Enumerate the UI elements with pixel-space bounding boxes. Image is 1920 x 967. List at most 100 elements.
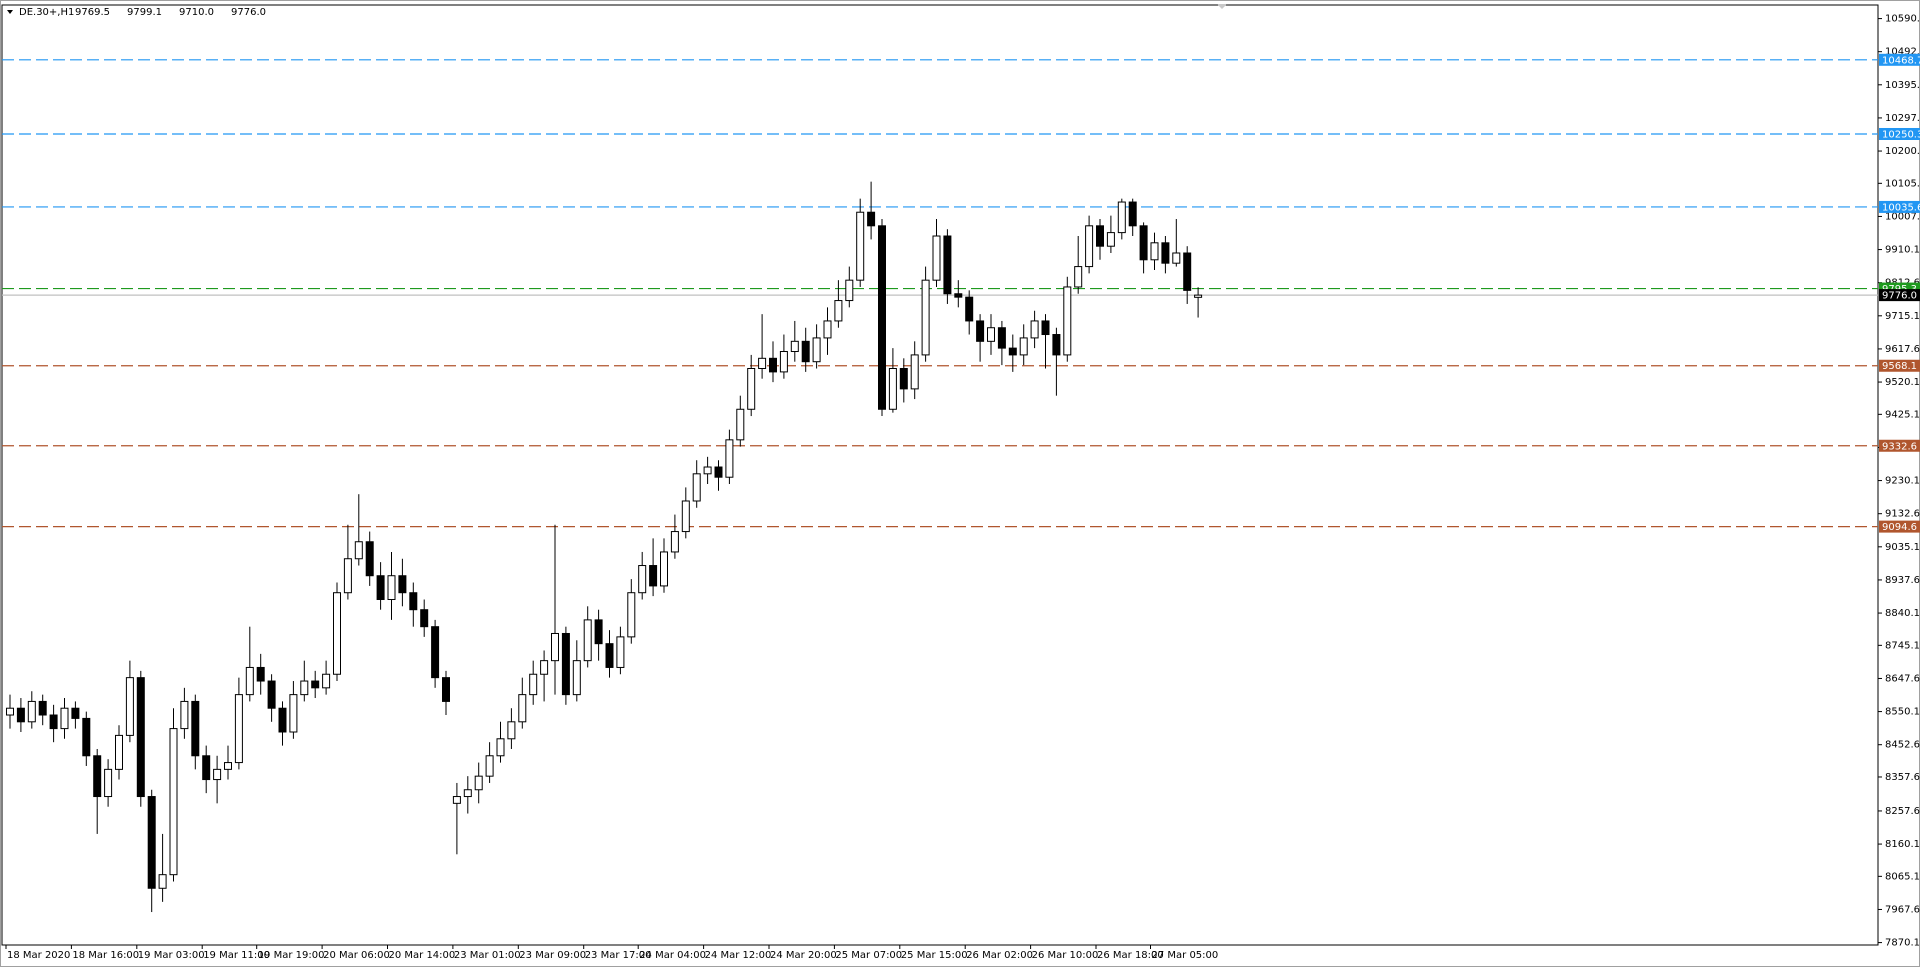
candle-body — [627, 592, 636, 638]
price-level-tag — [1879, 200, 1920, 213]
candle-body — [943, 235, 952, 295]
candle-body — [234, 694, 243, 764]
x-tick-label: 19 Mar 03:00 — [138, 950, 205, 961]
candle-body — [1161, 242, 1170, 264]
price-level-tag — [1879, 439, 1920, 452]
price-level-label: 9094.6 — [1882, 522, 1917, 533]
candle-body — [921, 279, 930, 356]
x-tick-label: 25 Mar 15:00 — [901, 950, 968, 961]
y-tick-label: 8160.1 — [1885, 839, 1920, 850]
candle-body — [779, 351, 788, 373]
x-tick-label: 18 Mar 16:00 — [72, 950, 139, 961]
candle-body — [758, 357, 767, 369]
menu-triangle[interactable] — [7, 10, 13, 14]
y-tick-label: 8257.6 — [1885, 806, 1920, 817]
price-level-tag — [1879, 520, 1920, 533]
candle-body — [812, 337, 821, 363]
y-tick-label: 9230.1 — [1885, 476, 1920, 487]
candle-body — [409, 592, 418, 611]
candle-body — [245, 666, 254, 696]
candle-body — [899, 367, 908, 390]
y-tick-label: 9910.1 — [1885, 245, 1920, 256]
candle-body — [790, 340, 799, 353]
y-tick-label: 9132.6 — [1885, 509, 1920, 520]
candle-body — [158, 874, 167, 889]
x-tick-label: 26 Mar 02:00 — [966, 950, 1033, 961]
candle-body — [311, 680, 320, 689]
candle-body — [1139, 225, 1148, 261]
candle-body — [1019, 337, 1028, 356]
candle-body — [681, 500, 690, 533]
x-tick-label: 20 Mar 06:00 — [323, 950, 390, 961]
x-tick-label: 23 Mar 09:00 — [519, 950, 586, 961]
candle-body — [976, 320, 985, 342]
candle-body — [638, 565, 647, 594]
x-tick-label: 19 Mar 11:00 — [203, 950, 270, 961]
y-tick-label: 7870.1 — [1885, 938, 1920, 949]
y-tick-label: 8840.1 — [1885, 608, 1920, 619]
candle-body — [1096, 225, 1104, 247]
candle-body — [507, 721, 516, 740]
y-tick-label: 9035.1 — [1885, 542, 1920, 553]
candle-body — [267, 680, 276, 709]
candle-body — [354, 541, 363, 560]
candle-body — [747, 367, 756, 410]
candle-body — [1117, 201, 1126, 234]
candle-body — [463, 789, 472, 798]
x-tick-label: 26 Mar 10:00 — [1032, 950, 1099, 961]
candle-body — [147, 796, 156, 889]
candle-body — [169, 728, 178, 876]
x-tick-label: 27 Mar 05:00 — [1152, 950, 1219, 961]
candle-body — [1194, 294, 1203, 298]
candle-body — [1074, 266, 1083, 288]
y-tick-label: 10590.0 — [1885, 14, 1920, 25]
candle-body — [1106, 232, 1115, 247]
candle-body — [60, 707, 69, 730]
y-tick-label: 8745.1 — [1885, 640, 1920, 651]
y-tick-label: 8065.1 — [1885, 871, 1920, 882]
candle-body — [997, 327, 1006, 349]
y-tick-label: 8550.1 — [1885, 707, 1920, 718]
y-tick-label: 9617.6 — [1885, 344, 1920, 355]
candle-body — [529, 673, 538, 696]
candle-body — [932, 235, 941, 281]
candle-body — [224, 762, 232, 770]
price-level-label: 10250.3 — [1882, 129, 1920, 140]
symbol-label: DE.30+,H1 — [19, 7, 74, 18]
candle-body — [180, 700, 189, 730]
candle-body — [1041, 320, 1050, 336]
candle-body — [485, 755, 494, 777]
candle-body — [692, 473, 701, 502]
candle-body — [888, 367, 897, 410]
candle-body — [660, 551, 668, 587]
candle-body — [343, 558, 352, 594]
candle-body — [322, 673, 331, 689]
candle-body — [1128, 201, 1137, 227]
candle-body — [82, 717, 91, 757]
candle-body — [278, 707, 287, 733]
candle-body — [191, 700, 200, 757]
y-tick-label: 9715.1 — [1885, 311, 1920, 322]
candle-body — [387, 575, 396, 601]
x-tick-label: 19 Mar 19:00 — [258, 950, 325, 961]
candle-body — [49, 714, 58, 730]
candle-body — [561, 632, 570, 696]
candle-body — [551, 632, 559, 662]
candle-body — [365, 541, 374, 577]
candle-body — [38, 700, 47, 716]
candle-body — [987, 327, 995, 342]
x-tick-label: 18 Mar 2020 — [7, 950, 70, 961]
candle-body — [6, 707, 14, 716]
candle-body — [714, 466, 723, 478]
candle-body — [867, 211, 876, 227]
candle-body — [823, 320, 832, 339]
candle-body — [1150, 242, 1159, 261]
candle-body — [834, 300, 843, 322]
candle-body — [1030, 320, 1039, 339]
candle-body — [104, 768, 113, 798]
candle-body — [518, 694, 527, 723]
ohlc-value: 9710.0 — [179, 7, 214, 18]
candle-body — [93, 755, 102, 798]
